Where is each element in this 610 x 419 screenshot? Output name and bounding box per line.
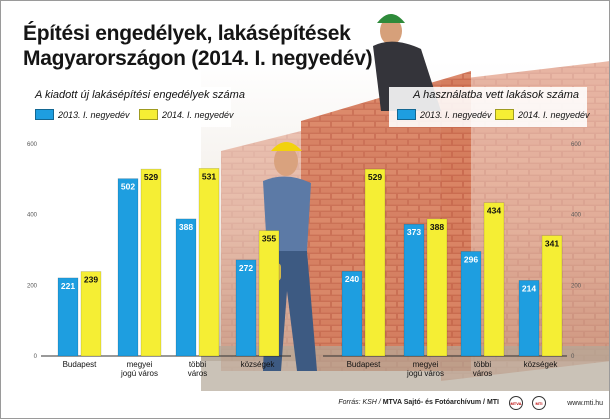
left-chart-title: A kiadott új lakásépítési engedélyek szá… xyxy=(35,89,245,101)
right-bar-2014 xyxy=(541,235,563,357)
left-bar-2014 xyxy=(258,230,280,357)
website-url: www.mti.hu xyxy=(567,400,603,407)
left-y-tick-label: 0 xyxy=(34,354,38,360)
right-bar-2014 xyxy=(364,168,386,357)
legend-item-2013: 2013. I. negyedév xyxy=(397,109,492,120)
left-bar-value-label: 272 xyxy=(239,263,253,273)
legend-label: 2013. I. negyedév xyxy=(420,109,492,120)
right-bar-2013 xyxy=(518,280,540,357)
legend-swatch-yellow xyxy=(139,109,158,120)
right-bar-value-label: 529 xyxy=(368,172,382,182)
mti-logo: MTI xyxy=(532,396,546,410)
right-y-tick-label: 0 xyxy=(571,354,575,360)
right-bar-value-label: 434 xyxy=(487,206,501,216)
left-category-label: Budapest xyxy=(63,360,98,369)
left-bar-value-label: 531 xyxy=(202,171,216,181)
right-y-tick-label: 400 xyxy=(571,213,582,219)
right-bar-2014 xyxy=(483,202,505,357)
left-bar-value-label: 239 xyxy=(84,275,98,285)
left-bar-value-label: 388 xyxy=(179,222,193,232)
right-bar-value-label: 388 xyxy=(430,222,444,232)
left-bar-2014 xyxy=(198,168,220,357)
left-y-tick-label: 400 xyxy=(27,213,38,219)
right-bar-2013 xyxy=(341,270,363,357)
right-bar-value-label: 341 xyxy=(545,239,559,249)
left-bar-value-label: 355 xyxy=(262,234,276,244)
left-y-tick-label: 600 xyxy=(27,142,38,148)
right-bar-2013 xyxy=(460,251,482,357)
left-bar-2013 xyxy=(175,218,197,357)
right-chart-header: A használatba vett lakások száma 2013. I… xyxy=(389,87,590,127)
legend-label: 2014. I. negyedév xyxy=(518,109,590,120)
footer: Forrás: KSH / MTVA Sajtó- és Fotóarchívu… xyxy=(1,393,609,415)
right-chart-title: A használatba vett lakások száma xyxy=(413,89,579,101)
right-category-label: megyei jogú város xyxy=(406,360,444,378)
legend-item-2014: 2014. I. negyedév xyxy=(495,109,590,120)
left-bar-2014 xyxy=(80,271,102,357)
left-bar-2014 xyxy=(140,168,162,357)
legend-item-2013: 2013. I. negyedév xyxy=(35,109,130,120)
left-bar-2013 xyxy=(117,178,139,357)
right-y-tick-label: 600 xyxy=(571,142,582,148)
right-category-label: Budapest xyxy=(347,360,382,369)
right-bar-value-label: 373 xyxy=(407,227,421,237)
left-bar-value-label: 502 xyxy=(121,182,135,192)
right-bar-2014 xyxy=(426,218,448,357)
right-bar-value-label: 240 xyxy=(345,274,359,284)
legend-label: 2014. I. negyedév xyxy=(162,109,234,120)
left-category-label: megyei jogú város xyxy=(120,360,158,378)
right-category-label: többi város xyxy=(473,360,493,378)
legend-item-2014: 2014. I. negyedév xyxy=(139,109,234,120)
left-bar-value-label: 529 xyxy=(144,172,158,182)
left-bar-2013 xyxy=(235,259,257,357)
right-bar-2013 xyxy=(403,223,425,357)
title-line-1: Építési engedélyek, lakásépítések xyxy=(23,22,351,45)
legend-label: 2013. I. negyedév xyxy=(58,109,130,120)
left-bar-2013 xyxy=(57,277,79,357)
right-y-tick-label: 200 xyxy=(571,283,582,289)
right-bar-value-label: 214 xyxy=(522,283,536,293)
legend-swatch-blue xyxy=(35,109,54,120)
legend-swatch-yellow xyxy=(495,109,514,120)
right-category-label: községek xyxy=(524,360,559,369)
left-category-label: községek xyxy=(241,360,276,369)
left-category-label: többi város xyxy=(188,360,208,378)
left-chart-header: A kiadott új lakásépítési engedélyek szá… xyxy=(23,87,245,127)
left-y-tick-label: 200 xyxy=(27,283,38,289)
title-line-2: Magyarországon (2014. I. negyedév) xyxy=(23,47,373,70)
page-title: Építési engedélyek, lakásépítések Magyar… xyxy=(23,21,373,71)
source-credit: Forrás: KSH / MTVA Sajtó- és Fotóarchívu… xyxy=(338,399,499,406)
left-bar-value-label: 221 xyxy=(61,281,75,291)
right-bar-value-label: 296 xyxy=(464,254,478,264)
legend-swatch-blue xyxy=(397,109,416,120)
mtva-logo: MTVA xyxy=(509,396,523,410)
